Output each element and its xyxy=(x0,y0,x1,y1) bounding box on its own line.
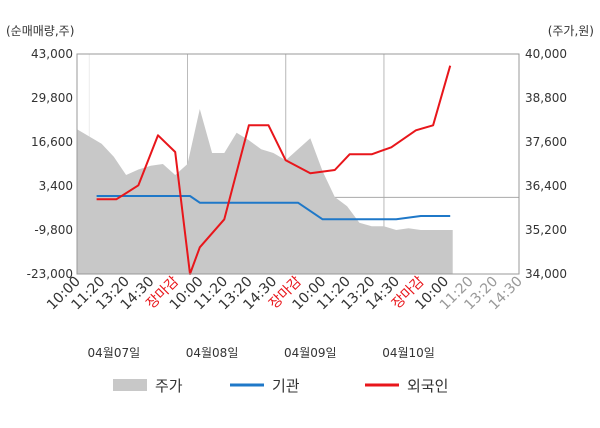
left-tick-label: 16,600 xyxy=(31,135,73,149)
foreigner-line xyxy=(96,65,452,275)
legend-label: 기관 xyxy=(272,377,300,395)
left-tick-label: -23,000 xyxy=(27,267,73,281)
legend-label: 외국인 xyxy=(407,377,448,395)
institution-line xyxy=(96,195,451,221)
right-tick-labels: 40,000 38,800 37,600 36,400 35,200 34,000 xyxy=(525,47,567,281)
left-tick-label: -9,800 xyxy=(34,223,73,237)
flow-lines-layer xyxy=(96,65,452,275)
date-label: 04월07일 xyxy=(88,346,141,360)
price-area-series xyxy=(77,109,453,274)
price-area-layer xyxy=(77,109,453,274)
plot-frame xyxy=(76,53,520,275)
date-label: 04월09일 xyxy=(284,346,337,360)
legend-swatch-price xyxy=(113,379,147,391)
date-label: 04월08일 xyxy=(186,346,239,360)
right-tick-label: 34,000 xyxy=(525,267,567,281)
plot-border xyxy=(76,53,520,275)
right-tick-label: 36,400 xyxy=(525,179,567,193)
left-tick-label: 29,800 xyxy=(31,91,73,105)
legend-label: 주가 xyxy=(155,377,183,395)
right-tick-label: 40,000 xyxy=(525,47,567,61)
date-label: 04월10일 xyxy=(382,346,435,360)
right-axis-title: (주가,원) xyxy=(548,24,594,38)
left-tick-label: 43,000 xyxy=(31,47,73,61)
left-tick-label: 3,400 xyxy=(39,179,73,193)
right-tick-label: 37,600 xyxy=(525,135,567,149)
left-tick-labels: 43,000 29,800 16,600 3,400 -9,800 -23,000 xyxy=(27,47,73,281)
date-labels: 04월07일 04월08일 04월09일 04월10일 xyxy=(88,346,435,360)
right-tick-label: 38,800 xyxy=(525,91,567,105)
legend: 주가 기관 외국인 xyxy=(113,377,448,395)
right-tick-label: 35,200 xyxy=(525,223,567,237)
left-axis-title: (순매매량,주) xyxy=(6,24,74,38)
x-tick-labels: 10:0011:2013:2014:30장마감10:0011:2013:2014… xyxy=(44,273,526,313)
